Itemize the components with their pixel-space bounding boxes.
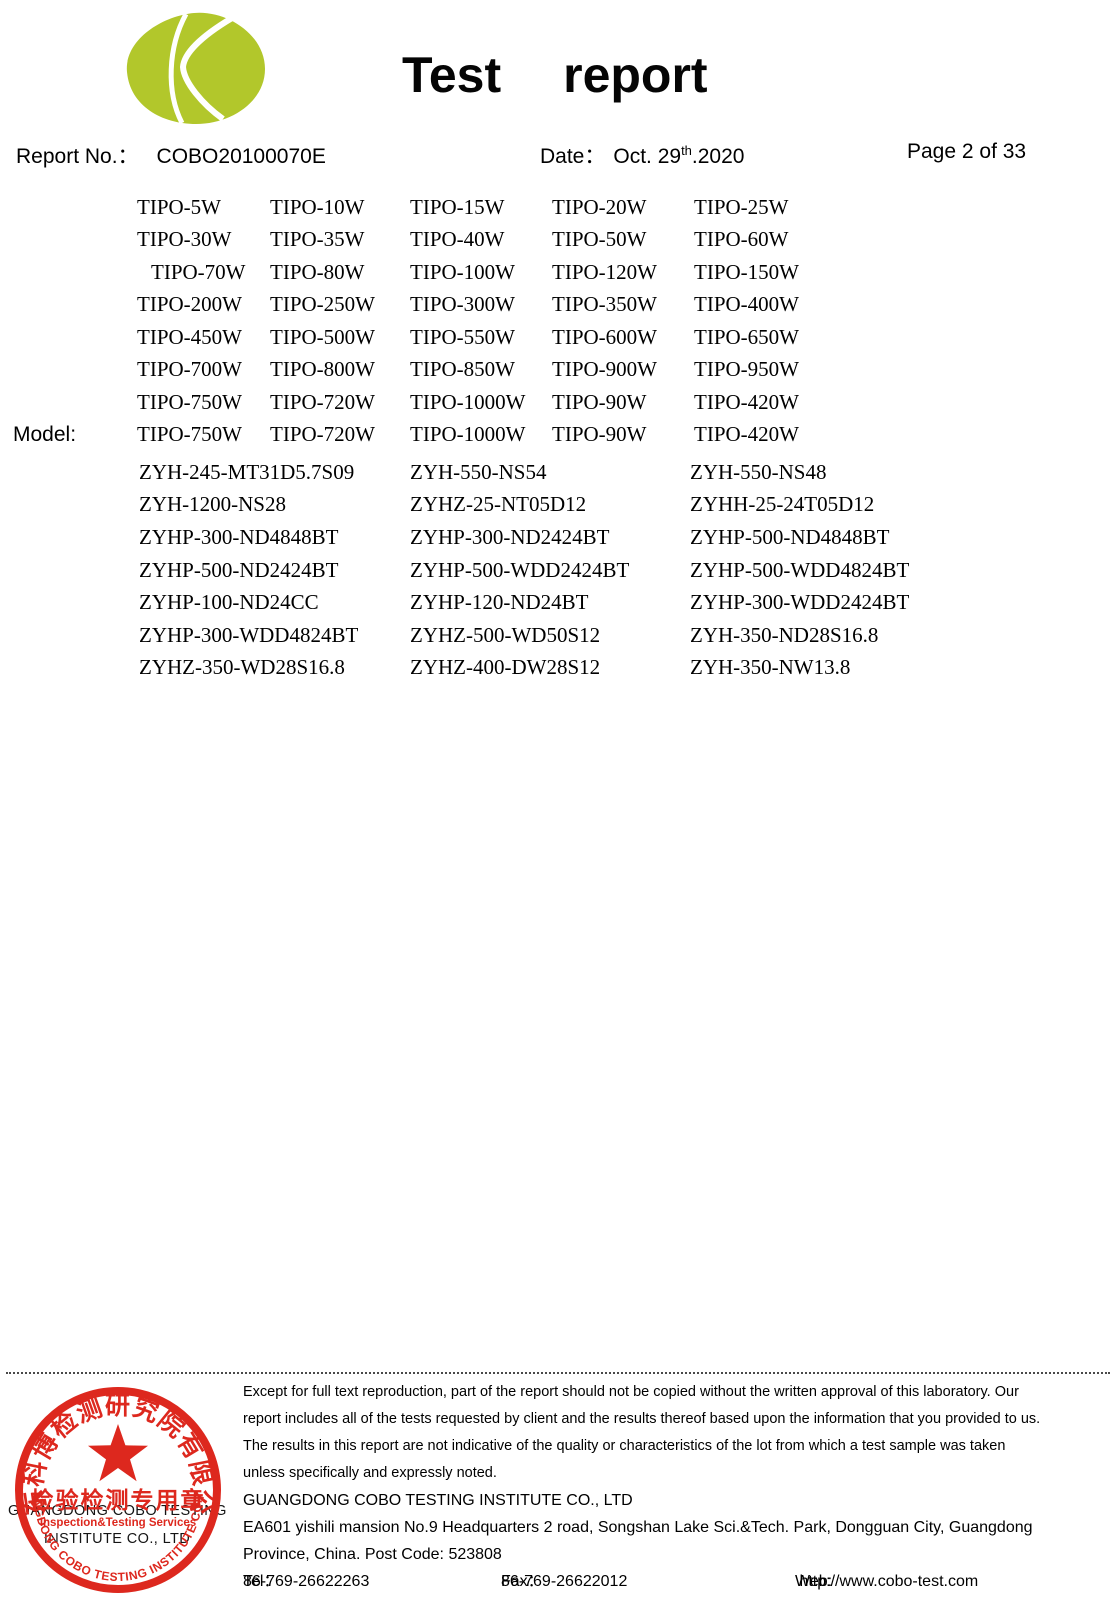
model-cell: ZYH-350-NW13.8 <box>690 655 851 680</box>
report-date: Date： Oct. 29th.2020 <box>540 140 744 170</box>
model-cell: TIPO-750W <box>137 389 242 414</box>
model-cell: ZYH-550-NS54 <box>410 459 547 484</box>
disclaimer-line: report includes all of the tests request… <box>243 1411 1041 1427</box>
model-cell: ZYHP-300-ND4848BT <box>139 524 339 549</box>
model-cell: ZYH-550-NS48 <box>690 459 827 484</box>
model-cell: ZYHZ-25-NT05D12 <box>410 492 587 517</box>
model-cell: TIPO-720W <box>270 389 375 414</box>
model-cell: ZYH-1200-NS28 <box>139 492 286 517</box>
stamped-company-text: GUANGDONG COBO TESTING INSTITUTE CO., LT… <box>8 1497 226 1553</box>
model-cell: TIPO-200W <box>137 292 242 317</box>
model-cell: TIPO-600W <box>552 324 657 349</box>
seal-ring <box>15 1387 221 1593</box>
model-cell: ZYHZ-500-WD50S12 <box>410 622 601 647</box>
model-cell: TIPO-420W <box>694 422 799 447</box>
model-cell: TIPO-40W <box>410 227 505 252</box>
svg-text:Inspection&Testing Services: Inspection&Testing Services <box>40 1517 196 1529</box>
model-cell: ZYHP-300-ND2424BT <box>410 524 610 549</box>
report-number-label: Report No.： <box>16 145 139 168</box>
model-cell: TIPO-800W <box>270 357 375 382</box>
model-cell: ZYHP-500-WDD2424BT <box>410 557 630 582</box>
model-cell: TIPO-25W <box>694 194 789 219</box>
disclaimer-line: unless specifically and expressly noted. <box>243 1465 497 1481</box>
report-number-value: COBO20100070E <box>156 145 326 168</box>
model-cell: TIPO-90W <box>552 389 647 414</box>
company-address-line1: EA601 yishili mansion No.9 Headquarters … <box>243 1519 1033 1536</box>
model-cell: ZYH-245-MT31D5.7S09 <box>139 459 355 484</box>
model-cell: TIPO-90W <box>552 422 647 447</box>
model-cell: TIPO-70W <box>151 259 246 284</box>
model-cell: TIPO-400W <box>694 292 799 317</box>
stamped-company-line1: GUANGDONG COBO TESTING <box>8 1503 227 1519</box>
model-cell: TIPO-950W <box>694 357 799 382</box>
model-cell: TIPO-300W <box>410 292 515 317</box>
model-cell: TIPO-1000W <box>410 389 526 414</box>
model-cell: ZYH-350-ND28S16.8 <box>690 622 879 647</box>
date-ordinal-sup: th <box>681 143 692 158</box>
page-indicator: Page 2 of 33 <box>907 140 1027 163</box>
model-label: Model: <box>13 423 77 446</box>
model-cell: TIPO-750W <box>137 422 242 447</box>
report-date-value: Oct. 29th.2020 <box>613 143 745 168</box>
footer-divider <box>6 1372 1110 1374</box>
model-cell: TIPO-30W <box>137 227 232 252</box>
model-cell: TIPO-1000W <box>410 422 526 447</box>
zyh-model-grid: ZYH-245-MT31D5.7S09 ZYH-550-NS54 ZYH-550-N… <box>139 456 940 684</box>
model-cell: TIPO-35W <box>270 227 365 252</box>
svg-text:检验检测专用章: 检验检测专用章 <box>31 1487 206 1513</box>
model-cell: TIPO-900W <box>552 357 657 382</box>
model-cell: TIPO-720W <box>270 422 375 447</box>
model-cell: TIPO-60W <box>694 227 789 252</box>
disclaimer-line: The results in this report are not indic… <box>243 1438 1006 1454</box>
report-number: Report No.： COBO20100070E <box>16 140 326 170</box>
contact-line: Tel： 86-769-26622263 Fax： 86-769-26622012 … <box>243 1568 1111 1595</box>
title-word-2: report <box>563 47 708 103</box>
model-cell: TIPO-120W <box>552 259 657 284</box>
model-cell: TIPO-420W <box>694 389 799 414</box>
model-cell: ZYHP-100-ND24CC <box>139 590 319 615</box>
model-cell: TIPO-500W <box>270 324 375 349</box>
model-cell: ZYHH-25-24T05D12 <box>690 492 875 517</box>
model-cell: TIPO-80W <box>270 259 365 284</box>
model-cell: ZYHP-120-ND24BT <box>410 590 589 615</box>
tipo-model-grid: TIPO-5W TIPO-10W TIPO-15W TIPO-20W TIPO-25W T… <box>137 191 844 451</box>
model-cell: TIPO-50W <box>552 227 647 252</box>
model-cell: ZYHP-500-ND2424BT <box>139 557 339 582</box>
model-cell: TIPO-850W <box>410 357 515 382</box>
model-cell: ZYHZ-400-DW28S12 <box>410 655 601 680</box>
model-cell: ZYHP-500-WDD4824BT <box>690 557 910 582</box>
model-cell: TIPO-550W <box>410 324 515 349</box>
model-cell: TIPO-700W <box>137 357 242 382</box>
report-date-label: Date： <box>540 145 606 168</box>
model-cell: TIPO-650W <box>694 324 799 349</box>
disclaimer-line: Except for full text reproduction, part … <box>243 1384 1019 1400</box>
seal-star-icon <box>88 1424 148 1482</box>
model-cell: TIPO-150W <box>694 259 799 284</box>
model-cell: ZYHZ-350-WD28S16.8 <box>139 655 345 680</box>
model-cell: TIPO-100W <box>410 259 515 284</box>
model-cell: TIPO-20W <box>552 194 647 219</box>
disclaimer-paragraph: Except for full text reproduction, part … <box>243 1379 1111 1487</box>
model-cell: TIPO-450W <box>137 324 242 349</box>
company-address-line2: Province, China. Post Code: 523808 <box>243 1546 502 1563</box>
model-cell: ZYHP-300-WDD4824BT <box>139 622 359 647</box>
model-cell: TIPO-15W <box>410 194 505 219</box>
model-cell: ZYHP-300-WDD2424BT <box>690 590 910 615</box>
model-cell: TIPO-10W <box>270 194 365 219</box>
report-info-line: Report No.： COBO20100070E Date： Oct. 29th.… <box>0 140 1116 168</box>
model-cell: TIPO-250W <box>270 292 375 317</box>
model-cell: TIPO-350W <box>552 292 657 317</box>
stamped-company-line2: INSTITUTE CO., LTD <box>43 1531 191 1547</box>
title-word-1: Test <box>402 47 502 103</box>
footer-text-block: Except for full text reproduction, part … <box>243 1379 1111 1595</box>
company-logo-icon <box>126 12 265 125</box>
website: Web: http://www.cobo-test.com <box>795 1573 979 1590</box>
company-name: GUANGDONG COBO TESTING INSTITUTE CO., LT… <box>243 1492 633 1509</box>
model-cell: ZYHP-500-ND4848BT <box>690 524 890 549</box>
page-title: Test report <box>402 48 708 103</box>
model-cell: TIPO-5W <box>137 194 221 219</box>
company-seal-stamp: 广东科博检测研究院有限公司 检验检测专用章 Inspection&Testing… <box>5 1383 221 1593</box>
